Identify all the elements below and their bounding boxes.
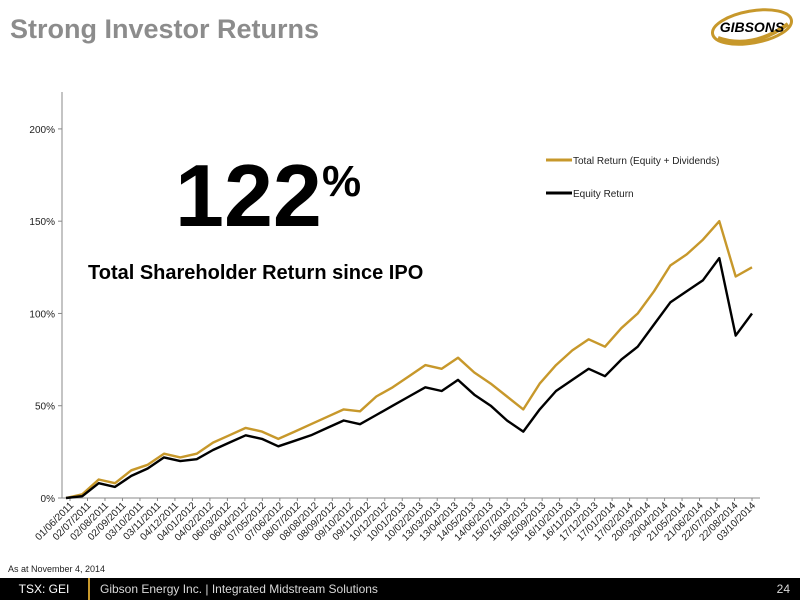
footer-company: Gibson Energy Inc. | Integrated Midstrea… [100, 582, 378, 596]
gibsons-logo: GIBSONS [711, 8, 793, 46]
y-tick-label: 150% [29, 217, 55, 228]
total-return-line [65, 219, 753, 500]
x-axis: 01/06/201102/07/201102/08/201102/09/2011… [33, 497, 760, 544]
y-tick-label: 0% [41, 494, 56, 505]
headline-caption: Total Shareholder Return since IPO [88, 262, 424, 284]
svg-text:GIBSONS: GIBSONS [720, 19, 785, 35]
slide-title: Strong Investor Returns [10, 14, 320, 44]
y-tick-label: 50% [35, 402, 55, 413]
legend-label: Total Return (Equity + Dividends) [573, 156, 719, 167]
page-number: 24 [776, 582, 790, 596]
footer-bar: TSX: GEI Gibson Energy Inc. | Integrated… [0, 578, 800, 600]
y-tick-label: 200% [29, 125, 55, 136]
legend: Total Return (Equity + Dividends) Equity … [546, 156, 719, 200]
as-at-footnote: As at November 4, 2014 [8, 564, 106, 574]
equity-return-line [65, 256, 753, 500]
footer-ticker: TSX: GEI [0, 578, 90, 600]
legend-label: Equity Return [573, 189, 634, 200]
headline-value: 122 [175, 146, 322, 245]
y-tick-label: 100% [29, 309, 55, 320]
headline-percent-sign: % [322, 157, 362, 206]
series-layer [65, 219, 753, 500]
y-axis: 0% 50% 100% 150% 200% [29, 92, 63, 505]
